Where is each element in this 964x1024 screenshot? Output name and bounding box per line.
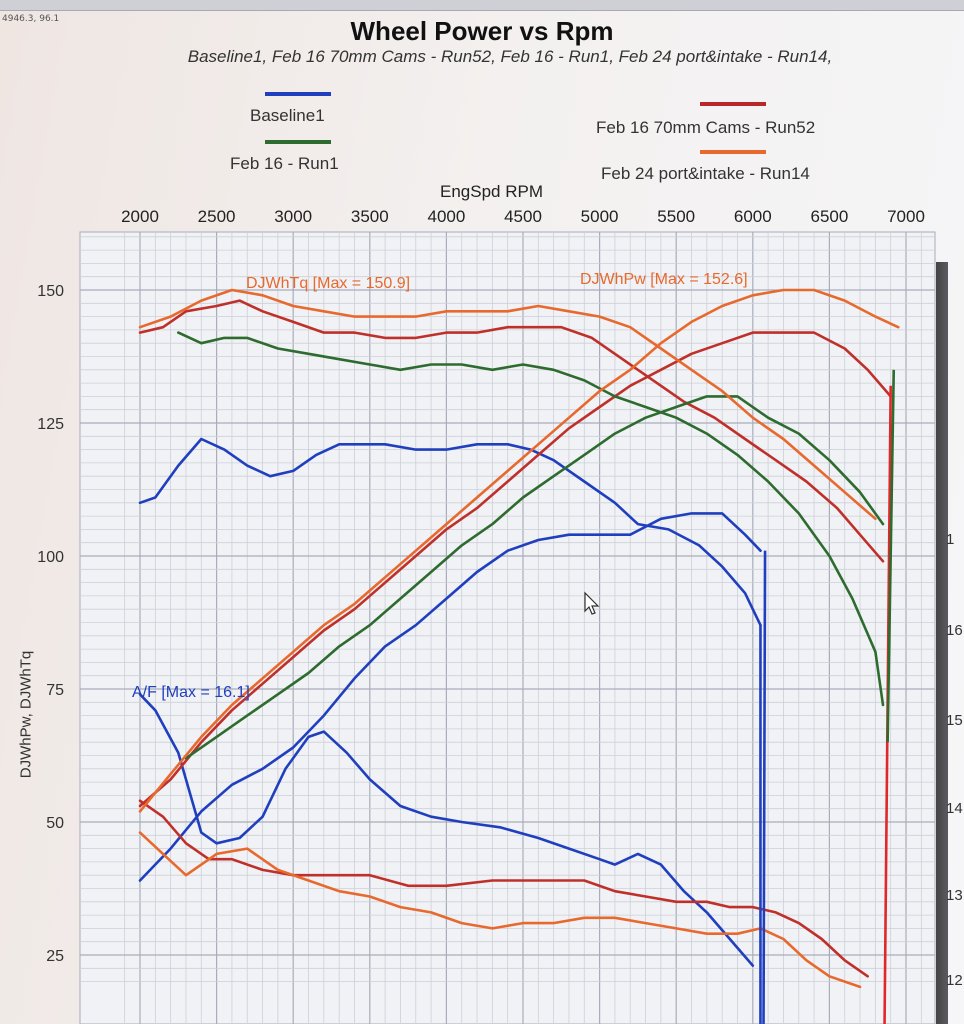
right-axis-tick-label: 16 (946, 622, 963, 639)
coordinate-readout: 4946.3, 96.1 (2, 14, 60, 24)
x-tick-label: 2500 (198, 207, 236, 226)
right-axis-tick-label: 1 (946, 531, 955, 548)
legend-label-run1: Feb 16 - Run1 (230, 154, 339, 173)
x-tick-label: 7000 (887, 207, 925, 226)
plot-grid (79, 231, 936, 1024)
y-tick-label: 100 (37, 549, 64, 566)
power-max-annotation: DJWhPw [Max = 152.6] (580, 271, 748, 288)
series-line-feb-24-port-intake-run14-power (138, 288, 900, 813)
af-max-annotation: A/F [Max = 16.1] (132, 684, 250, 701)
legend-line-run1 (265, 140, 331, 144)
x-tick-label: 2000 (121, 207, 159, 226)
series-line-feb-16-run1-power (184, 395, 885, 760)
right-scale-bar (936, 262, 948, 1024)
legend-line-run52 (700, 102, 766, 106)
legend-label-baseline1: Baseline1 (250, 106, 325, 125)
x-tick-label: 6000 (734, 207, 772, 226)
x-tick-label: 3000 (274, 207, 312, 226)
series-line-feb-16-70mm-cams-run52-power (138, 331, 892, 808)
x-tick-labels: 2000 2500 3000 3500 4000 4500 5000 5500 6000 6500… (121, 207, 925, 226)
menu-bar[interactable] (0, 0, 964, 11)
series-line-feb-24-port-intake-run14-af (138, 831, 862, 989)
series-line-baseline1-torque (138, 437, 762, 627)
chart-subtitle: Baseline1, Feb 16 70mm Cams - Run52, Feb… (187, 47, 833, 66)
legend-label-run52: Feb 16 70mm Cams - Run52 (596, 118, 816, 137)
x-axis-label: EngSpd RPM (440, 182, 543, 201)
legend-line-baseline1 (265, 92, 331, 96)
chart-annotations: DJWhTq [Max = 150.9] DJWhPw [Max = 152.6]… (132, 271, 748, 701)
chart-title: Wheel Power vs Rpm (350, 16, 614, 46)
y-tick-label: 75 (46, 682, 64, 699)
y-tick-labels: 25 50 75 100 125 150 (37, 283, 64, 965)
y-tick-label: 150 (37, 283, 64, 300)
series-line-feb-16-70mm-cams-run52-af (138, 799, 869, 978)
series-line-feb-16-run1-torque (177, 331, 885, 707)
mouse-cursor-icon (584, 591, 600, 615)
right-axis-tick-label: 12 (946, 972, 963, 989)
legend-label-run14: Feb 24 port&intake - Run14 (601, 164, 810, 183)
x-tick-label: 5000 (581, 207, 619, 226)
legend-line-run14 (700, 150, 766, 154)
y-tick-label: 25 (46, 948, 64, 965)
right-axis-tick-label: 14 (946, 800, 963, 817)
series-line-baseline1-power (138, 512, 762, 882)
x-tick-label: 5500 (657, 207, 695, 226)
series-line-feb-16-70mm-cams-run52-torque (138, 299, 885, 563)
x-tick-label: 4000 (427, 207, 465, 226)
y-tick-label: 50 (46, 815, 64, 832)
x-tick-label: 3500 (351, 207, 389, 226)
series-line-baseline1-af (138, 693, 755, 967)
series-drop-run1 (886, 369, 896, 743)
series-line-feb-24-port-intake-run14-torque (138, 288, 877, 521)
series-lines (138, 288, 900, 1024)
y-tick-label: 125 (37, 416, 64, 433)
right-axis-tick-label: 13 (946, 887, 963, 904)
x-tick-label: 6500 (810, 207, 848, 226)
torque-max-annotation: DJWhTq [Max = 150.9] (246, 275, 410, 292)
right-axis-tick-label: 15 (946, 712, 963, 729)
series-drop-baseline1 (762, 550, 767, 1024)
x-tick-label: 4500 (504, 207, 542, 226)
